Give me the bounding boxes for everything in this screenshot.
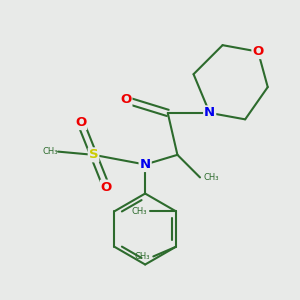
Text: S: S bbox=[89, 148, 98, 161]
Text: O: O bbox=[252, 45, 264, 58]
Text: O: O bbox=[120, 94, 131, 106]
Text: N: N bbox=[140, 158, 151, 171]
Text: O: O bbox=[101, 181, 112, 194]
Text: CH₃: CH₃ bbox=[131, 207, 147, 216]
Text: CH₃: CH₃ bbox=[135, 252, 150, 261]
Text: CH₃: CH₃ bbox=[203, 173, 219, 182]
Text: CH₃: CH₃ bbox=[43, 147, 58, 156]
Text: N: N bbox=[204, 106, 215, 119]
Text: O: O bbox=[75, 116, 86, 129]
